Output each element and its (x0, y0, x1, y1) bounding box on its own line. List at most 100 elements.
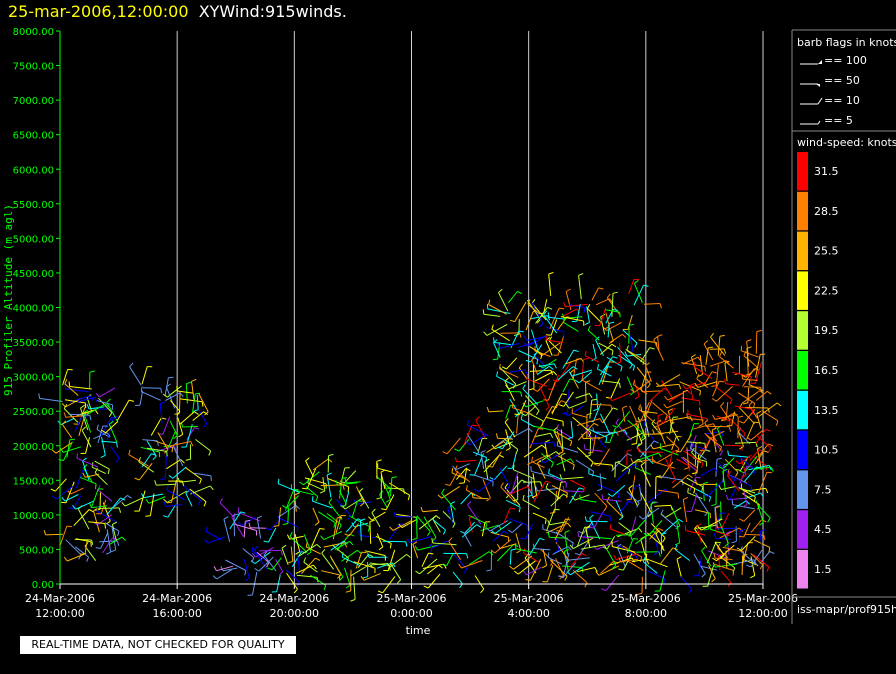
chart-header: 25-mar-2006,12:00:00 XYWind:915winds. (8, 2, 347, 21)
wind-barb (641, 410, 658, 414)
wind-barb (547, 381, 556, 401)
wind-barb-flag (642, 429, 645, 435)
wind-barb (141, 366, 148, 385)
wind-barb-flag (545, 483, 549, 488)
wind-barb-flag (333, 522, 336, 528)
y-tick-labels: 0.00500.001000.001500.002000.002500.0030… (13, 27, 60, 591)
wind-barb-flag (695, 476, 701, 479)
wind-barb-flag (173, 435, 178, 440)
wind-barb (525, 400, 544, 408)
wind-barb-flag (562, 485, 565, 491)
wind-barb-flag (741, 474, 747, 478)
wind-barb (326, 513, 342, 526)
wind-barb-flag (377, 590, 383, 594)
wind-barb (458, 439, 470, 452)
wind-barb (306, 468, 317, 490)
wind-barb-flag (145, 498, 150, 504)
wind-barb (636, 447, 654, 465)
wind-barb (653, 534, 659, 553)
wind-barb (600, 316, 606, 335)
wind-barb (285, 569, 300, 583)
wind-barb-flag (526, 481, 532, 486)
wind-barb (532, 364, 535, 389)
wind-barb (686, 447, 690, 468)
wind-barb (745, 533, 764, 536)
wind-barb (94, 460, 110, 470)
wind-barb (633, 384, 648, 395)
wind-barb-flag (682, 384, 686, 390)
wind-barb (681, 397, 700, 402)
wind-barb-flag (525, 359, 531, 363)
wind-barb-flag (742, 503, 748, 508)
wind-barb (546, 509, 556, 532)
wind-barb (512, 407, 533, 415)
wind-barb-flag (181, 480, 185, 487)
wind-barb (680, 456, 698, 472)
wind-barb-flag (587, 325, 591, 331)
wind-barb-flag (640, 406, 643, 412)
wind-barb (481, 522, 486, 537)
wind-barb-flag (569, 378, 575, 381)
wind-barb (689, 447, 707, 461)
wind-barb (455, 463, 470, 471)
wind-barb (533, 481, 547, 502)
wind-barb-flag (202, 423, 208, 428)
wind-barb (477, 438, 483, 453)
wind-barb (572, 570, 588, 584)
wind-barb (67, 552, 87, 562)
wind-barb-flag (766, 566, 770, 572)
wind-barb (545, 416, 564, 422)
wind-barb-flag (160, 401, 166, 405)
wind-barb-flag (626, 498, 632, 501)
wind-barb-flag (389, 526, 394, 531)
wind-barb-flag (405, 541, 408, 547)
wind-barb-flag (678, 384, 682, 390)
wind-barb-flag (671, 479, 677, 484)
wind-barb-flag (89, 370, 95, 373)
wind-barb (641, 390, 663, 393)
wind-barb-flag (683, 389, 689, 393)
wind-barb-flag (714, 505, 720, 508)
wind-barb-flag (628, 469, 631, 475)
x-tick-label-time: 8:00:00 (625, 607, 667, 620)
wind-barb (296, 574, 318, 578)
wind-barb-flag (635, 420, 641, 423)
wind-barb (750, 519, 763, 533)
wind-barb-flag (698, 400, 701, 406)
y-tick-label: 500.00 (19, 545, 54, 556)
wind-barb-flag (121, 536, 126, 541)
wind-barb (694, 528, 708, 548)
wind-barb-flag (591, 471, 595, 477)
wind-barb-flag (360, 575, 365, 581)
wind-barb (505, 479, 522, 499)
wind-barb-flag (415, 570, 420, 575)
wind-barb (506, 357, 518, 370)
wind-barb-flag (191, 378, 197, 382)
wind-barb-flag (61, 496, 66, 502)
wind-barb (62, 446, 82, 453)
wind-barb-flag (586, 412, 592, 416)
wind-barb (140, 446, 160, 453)
wind-barb (578, 371, 593, 384)
wind-barb-flag (118, 507, 122, 513)
wind-barb (504, 487, 521, 506)
wind-barb-flag (583, 444, 586, 450)
wind-barb-flag (763, 450, 769, 453)
wind-barb-flag (86, 556, 90, 562)
wind-barb (629, 334, 634, 351)
wind-barb (223, 518, 231, 542)
wind-barb-flag (524, 335, 528, 341)
wind-barb-flag (574, 552, 580, 556)
wind-barb (83, 467, 93, 483)
wind-barb-flag (704, 366, 706, 372)
wind-barb-flag (140, 386, 143, 392)
wind-barb-flag (608, 396, 613, 402)
wind-barb-flag (704, 511, 709, 517)
wind-barb (83, 412, 92, 433)
wind-barb (387, 554, 407, 569)
wind-barb (88, 406, 105, 410)
wind-barb (657, 336, 660, 352)
wind-barb (727, 475, 740, 492)
wind-barb (633, 283, 643, 303)
wind-barb-flag (437, 494, 443, 499)
